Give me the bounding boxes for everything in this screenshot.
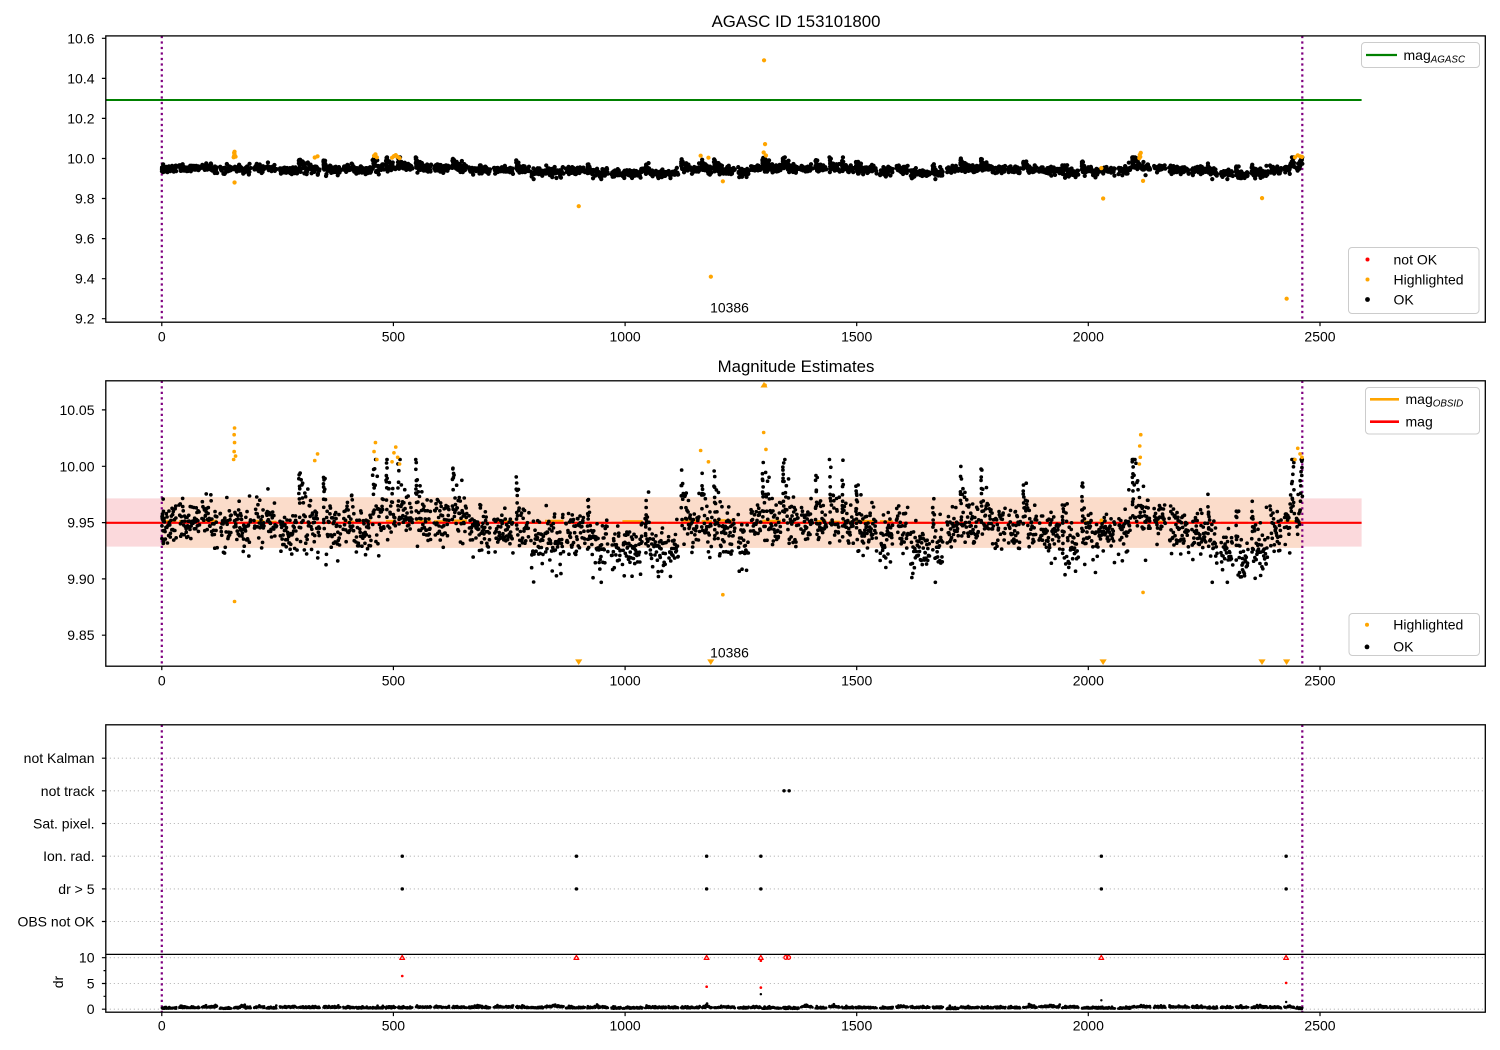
svg-text:10: 10 (79, 950, 95, 966)
svg-text:2000: 2000 (1073, 673, 1104, 689)
svg-text:2000: 2000 (1073, 329, 1104, 345)
svg-text:Sat. pixel.: Sat. pixel. (33, 816, 94, 832)
svg-text:mag: mag (1406, 414, 1433, 430)
svg-text:AGASC ID 153101800: AGASC ID 153101800 (712, 12, 881, 31)
svg-text:10.6: 10.6 (67, 30, 94, 46)
svg-text:10386: 10386 (710, 300, 749, 316)
svg-text:10.05: 10.05 (59, 402, 94, 418)
svg-text:not track: not track (41, 783, 96, 799)
svg-text:Highlighted: Highlighted (1394, 271, 1464, 287)
svg-text:dr: dr (50, 975, 66, 988)
svg-text:9.85: 9.85 (67, 627, 94, 643)
svg-text:9.4: 9.4 (75, 271, 95, 287)
svg-text:9.90: 9.90 (67, 571, 94, 587)
svg-text:10.0: 10.0 (67, 151, 94, 167)
svg-text:0: 0 (158, 673, 166, 689)
svg-text:0: 0 (158, 329, 166, 345)
svg-text:5: 5 (87, 976, 95, 992)
svg-text:9.2: 9.2 (75, 311, 95, 327)
svg-text:9.6: 9.6 (75, 231, 95, 247)
svg-text:500: 500 (382, 673, 406, 689)
svg-text:10.00: 10.00 (59, 458, 94, 474)
svg-text:2500: 2500 (1304, 673, 1335, 689)
svg-text:1000: 1000 (610, 329, 641, 345)
svg-text:2000: 2000 (1073, 1017, 1104, 1033)
svg-text:500: 500 (382, 1017, 406, 1033)
svg-text:not Kalman: not Kalman (24, 750, 95, 766)
svg-text:OK: OK (1393, 639, 1414, 655)
svg-text:2500: 2500 (1304, 329, 1335, 345)
svg-text:9.95: 9.95 (67, 515, 94, 531)
svg-text:Ion. rad.: Ion. rad. (43, 848, 94, 864)
svg-text:500: 500 (382, 329, 406, 345)
svg-text:10.4: 10.4 (67, 70, 94, 86)
svg-text:1500: 1500 (841, 1017, 872, 1033)
svg-text:1500: 1500 (841, 329, 872, 345)
svg-text:2500: 2500 (1304, 1017, 1335, 1033)
svg-text:OBS not OK: OBS not OK (17, 914, 95, 930)
svg-text:0: 0 (87, 1001, 95, 1017)
svg-text:9.8: 9.8 (75, 191, 95, 207)
svg-text:0: 0 (158, 1017, 166, 1033)
svg-text:10.2: 10.2 (67, 110, 94, 126)
svg-text:1000: 1000 (610, 673, 641, 689)
svg-text:dr > 5: dr > 5 (58, 881, 94, 897)
svg-text:1000: 1000 (610, 1017, 641, 1033)
svg-text:not OK: not OK (1394, 251, 1438, 267)
svg-text:OK: OK (1394, 291, 1415, 307)
svg-text:Magnitude Estimates: Magnitude Estimates (718, 357, 875, 376)
svg-text:10386: 10386 (710, 645, 749, 661)
svg-text:Highlighted: Highlighted (1393, 617, 1463, 633)
svg-text:1500: 1500 (841, 673, 872, 689)
